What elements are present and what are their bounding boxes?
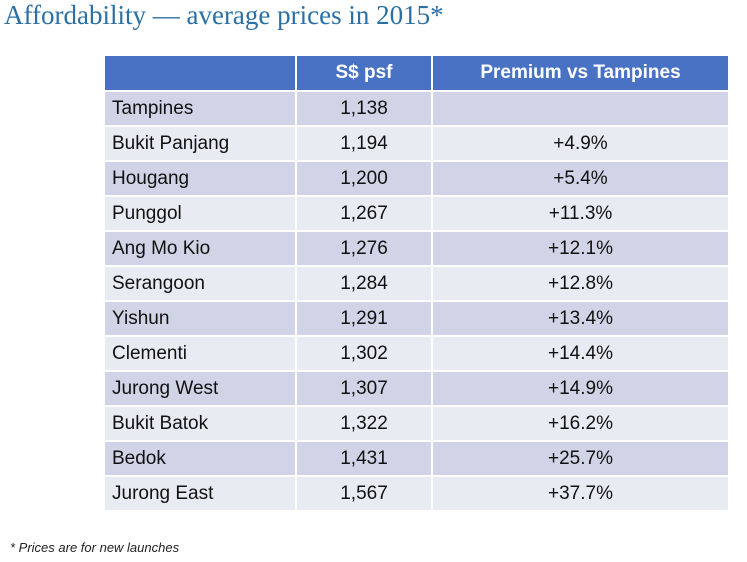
footnote: * Prices are for new launches <box>10 540 180 555</box>
area-cell: Jurong West <box>103 370 297 407</box>
psf-cell: 1,138 <box>295 90 433 127</box>
page-title: Affordability — average prices in 2015* <box>4 0 444 30</box>
area-cell: Hougang <box>103 160 297 197</box>
psf-cell: 1,291 <box>295 300 433 337</box>
premium-cell: +25.7% <box>431 440 730 477</box>
table-row: Hougang 1,200 +5.4% <box>103 160 730 197</box>
area-cell: Serangoon <box>103 265 297 302</box>
table-row: Jurong East 1,567 +37.7% <box>103 475 730 512</box>
area-cell: Ang Mo Kio <box>103 230 297 267</box>
area-cell: Jurong East <box>103 475 297 512</box>
psf-cell: 1,267 <box>295 195 433 232</box>
premium-cell <box>431 90 730 127</box>
psf-cell: 1,284 <box>295 265 433 302</box>
premium-cell: +12.8% <box>431 265 730 302</box>
table-row: Clementi 1,302 +14.4% <box>103 335 730 372</box>
premium-cell: +12.1% <box>431 230 730 267</box>
psf-cell: 1,322 <box>295 405 433 442</box>
table-row: Jurong West 1,307 +14.9% <box>103 370 730 407</box>
table-row: Tampines 1,138 <box>103 90 730 127</box>
table-row: Punggol 1,267 +11.3% <box>103 195 730 232</box>
premium-cell: +11.3% <box>431 195 730 232</box>
psf-cell: 1,307 <box>295 370 433 407</box>
psf-cell: 1,194 <box>295 125 433 162</box>
area-cell: Yishun <box>103 300 297 337</box>
table-row: Bukit Panjang 1,194 +4.9% <box>103 125 730 162</box>
psf-cell: 1,431 <box>295 440 433 477</box>
premium-cell: +4.9% <box>431 125 730 162</box>
area-cell: Tampines <box>103 90 297 127</box>
psf-cell: 1,276 <box>295 230 433 267</box>
table-row: Bedok 1,431 +25.7% <box>103 440 730 477</box>
premium-cell: +5.4% <box>431 160 730 197</box>
area-cell: Bukit Panjang <box>103 125 297 162</box>
header-area <box>103 54 297 92</box>
area-cell: Bukit Batok <box>103 405 297 442</box>
psf-cell: 1,567 <box>295 475 433 512</box>
table-body: Tampines 1,138 Bukit Panjang 1,194 +4.9% Houg… <box>103 90 730 512</box>
premium-cell: +37.7% <box>431 475 730 512</box>
price-table: S$ psf Premium vs Tampines Tampines 1,138… <box>103 54 730 512</box>
table-row: Yishun 1,291 +13.4% <box>103 300 730 337</box>
area-cell: Punggol <box>103 195 297 232</box>
header-row: S$ psf Premium vs Tampines <box>103 54 730 92</box>
premium-cell: +14.9% <box>431 370 730 407</box>
header-psf: S$ psf <box>295 54 433 92</box>
area-cell: Clementi <box>103 335 297 372</box>
psf-cell: 1,302 <box>295 335 433 372</box>
premium-cell: +16.2% <box>431 405 730 442</box>
psf-cell: 1,200 <box>295 160 433 197</box>
table-row: Bukit Batok 1,322 +16.2% <box>103 405 730 442</box>
area-cell: Bedok <box>103 440 297 477</box>
premium-cell: +13.4% <box>431 300 730 337</box>
table-row: Serangoon 1,284 +12.8% <box>103 265 730 302</box>
premium-cell: +14.4% <box>431 335 730 372</box>
header-premium: Premium vs Tampines <box>431 54 730 92</box>
table-row: Ang Mo Kio 1,276 +12.1% <box>103 230 730 267</box>
